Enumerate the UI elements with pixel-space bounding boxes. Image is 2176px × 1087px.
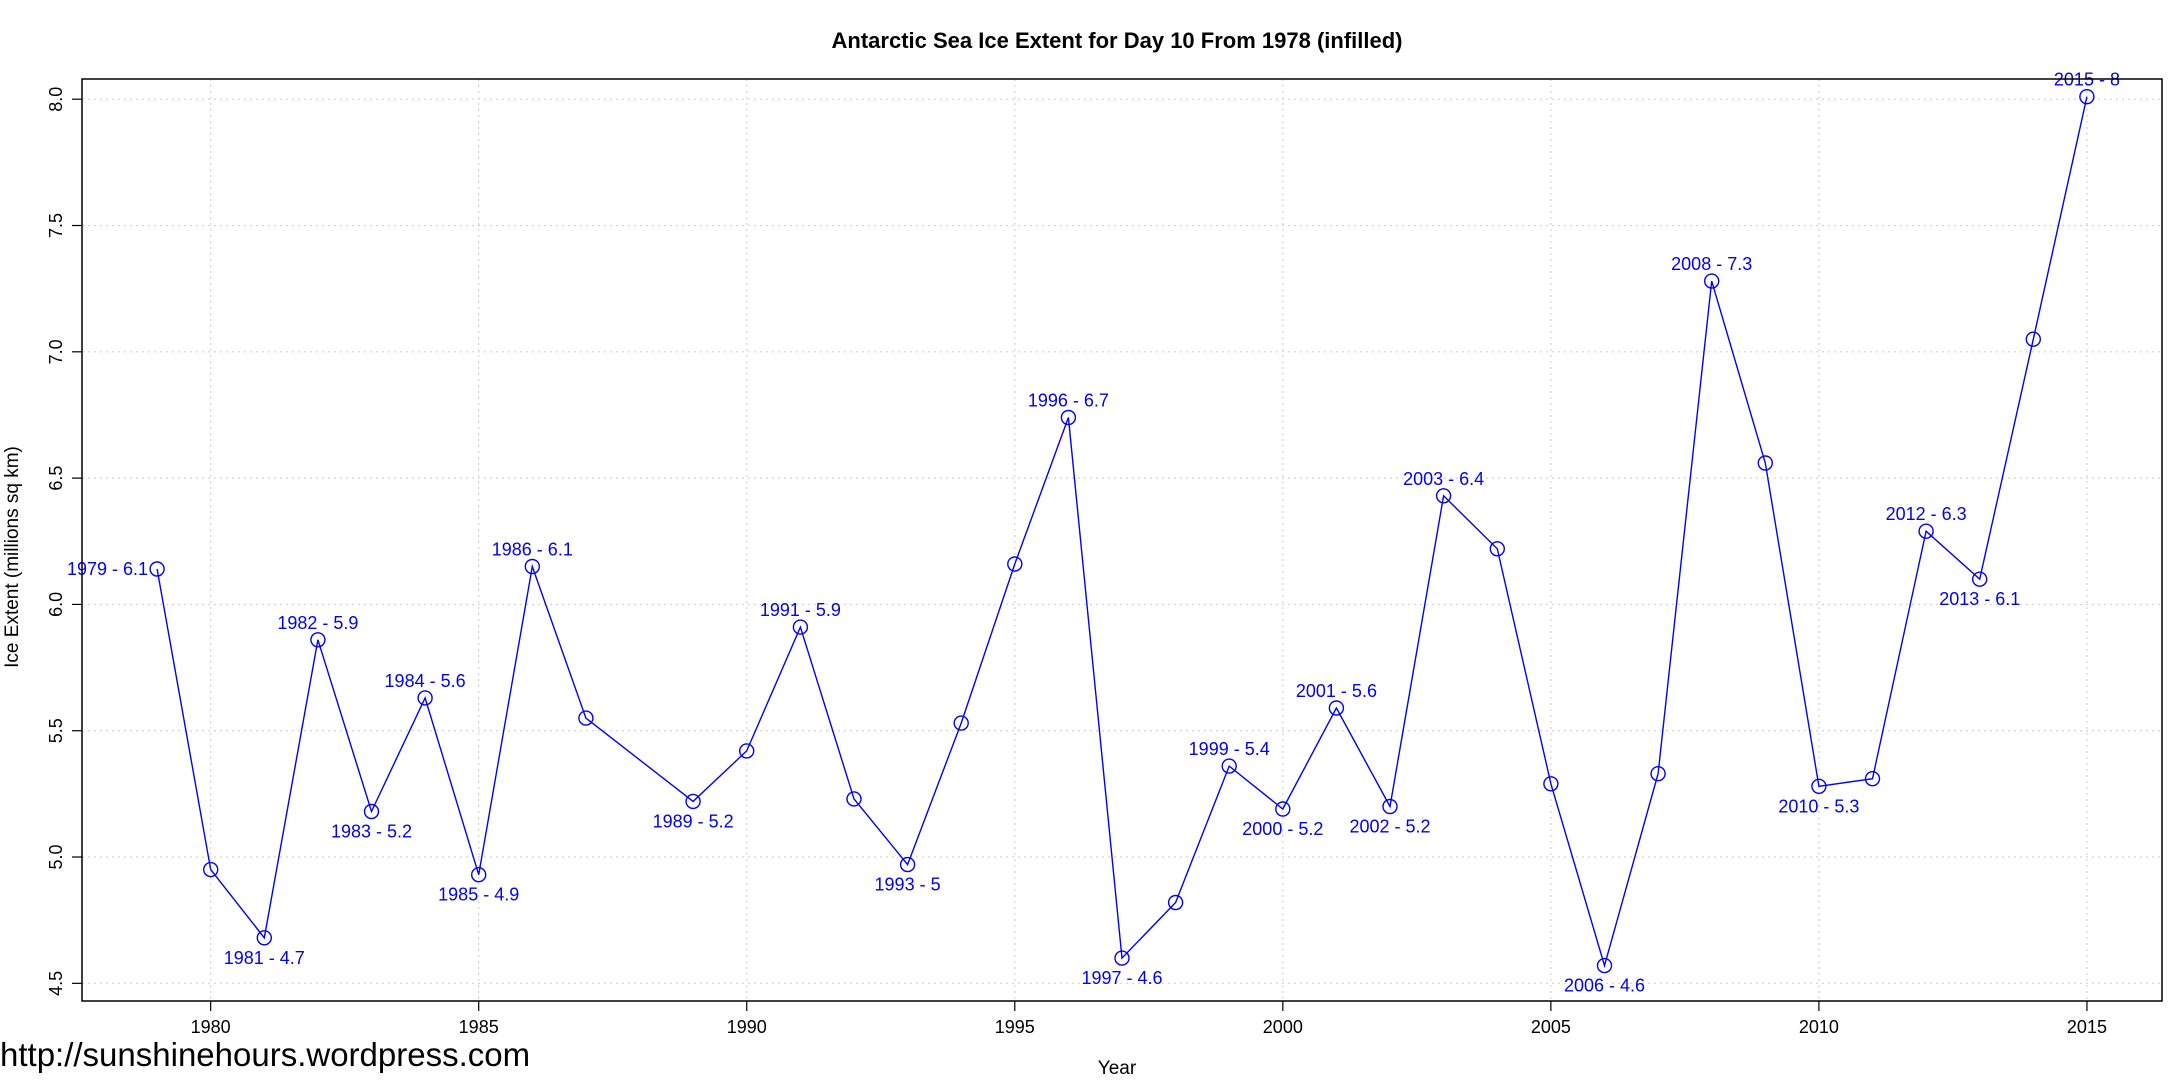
x-tick-label: 1995 xyxy=(995,1017,1035,1037)
data-point xyxy=(1757,455,1774,471)
point-label: 2013 - 6.1 xyxy=(1939,589,2020,609)
point-label: 1986 - 6.1 xyxy=(492,540,573,560)
data-point xyxy=(1918,523,1934,539)
y-tick-label: 5.0 xyxy=(46,845,66,870)
point-label: 1984 - 5.6 xyxy=(385,671,466,691)
data-point xyxy=(471,867,487,883)
x-tick-label: 2010 xyxy=(1799,1017,1839,1037)
data-point xyxy=(1060,409,1077,426)
data-point xyxy=(1811,778,1827,794)
y-tick-label: 6.5 xyxy=(46,466,66,491)
data-series xyxy=(149,88,2095,974)
x-tick-label: 1980 xyxy=(191,1017,231,1037)
watermark-url: http://sunshinehours.wordpress.com xyxy=(0,1036,531,1073)
point-label: 2001 - 5.6 xyxy=(1296,681,1377,701)
x-tick-label: 2005 xyxy=(1531,1017,1571,1037)
data-point xyxy=(1221,758,1237,774)
data-point xyxy=(1007,556,1023,572)
data-point xyxy=(1703,273,1720,289)
x-tick-label: 1985 xyxy=(459,1017,499,1037)
data-point xyxy=(953,715,969,731)
data-point xyxy=(1543,776,1559,792)
data-point xyxy=(1489,541,1506,557)
y-axis-label: Ice Extent (millions sq km) xyxy=(2,446,23,668)
data-point xyxy=(256,930,272,946)
data-point xyxy=(578,710,594,726)
point-label: 1981 - 4.7 xyxy=(224,948,305,968)
data-point xyxy=(1382,798,1398,815)
data-point xyxy=(792,619,809,635)
data-point xyxy=(1435,488,1452,504)
x-axis-label: Year xyxy=(1098,1058,1137,1079)
data-point xyxy=(202,861,219,878)
data-point xyxy=(899,856,916,873)
point-label: 2010 - 5.3 xyxy=(1778,796,1859,816)
data-point xyxy=(417,690,433,706)
point-label: 2002 - 5.2 xyxy=(1350,816,1431,836)
grid-lines xyxy=(82,79,2162,1001)
x-tick-label: 1990 xyxy=(727,1017,767,1037)
data-point xyxy=(1275,801,1291,817)
data-point xyxy=(524,558,540,575)
data-point xyxy=(310,632,326,648)
data-point xyxy=(363,803,380,820)
point-label: 2003 - 6.4 xyxy=(1403,469,1484,489)
series-line xyxy=(156,96,2088,969)
point-label: 1989 - 5.2 xyxy=(653,811,734,831)
data-point xyxy=(739,743,755,759)
point-label: 1979 - 6.1 xyxy=(67,559,148,579)
data-point xyxy=(1167,894,1184,911)
y-tick-label: 7.0 xyxy=(46,339,66,364)
point-labels: 1979 - 6.1 1981 - 4.7 1982 - 5.9 1983 - 5.2… xyxy=(67,70,2120,996)
point-label: 2006 - 4.6 xyxy=(1564,976,1645,996)
data-point xyxy=(846,791,862,807)
x-tick-label: 2015 xyxy=(2067,1017,2107,1037)
axis-ticks: 1980 1985 1990 1995 2000 2005 2010 2015 4.5 5.0 5.… xyxy=(46,87,2107,1037)
point-label: 2000 - 5.2 xyxy=(1242,819,1323,839)
data-point xyxy=(149,561,165,577)
point-label: 2012 - 6.3 xyxy=(1886,504,1967,524)
chart-title: Antarctic Sea Ice Extent for Day 10 From… xyxy=(832,28,1403,53)
point-label: 1993 - 5 xyxy=(875,875,941,895)
point-label: 1996 - 6.7 xyxy=(1028,390,1109,410)
y-tick-label: 6.0 xyxy=(46,592,66,617)
y-tick-label: 7.5 xyxy=(46,213,66,238)
data-point xyxy=(2025,331,2042,347)
point-label: 1983 - 5.2 xyxy=(331,822,412,842)
y-tick-label: 5.5 xyxy=(46,718,66,743)
data-point xyxy=(1328,700,1345,716)
x-tick-label: 2000 xyxy=(1263,1017,1303,1037)
plot-frame xyxy=(81,78,2163,1002)
point-label: 1999 - 5.4 xyxy=(1189,739,1270,759)
point-label: 1985 - 4.9 xyxy=(438,885,519,905)
point-label: 1991 - 5.9 xyxy=(760,600,841,620)
point-label: 1997 - 4.6 xyxy=(1081,968,1162,988)
data-point xyxy=(1596,957,1613,974)
data-point xyxy=(1114,950,1130,966)
y-tick-label: 4.5 xyxy=(46,971,66,996)
y-tick-label: 8.0 xyxy=(46,87,66,112)
point-label: 2008 - 7.3 xyxy=(1671,254,1752,274)
point-label: 1982 - 5.9 xyxy=(277,613,358,633)
data-point xyxy=(1650,766,1666,782)
data-point xyxy=(1971,571,1988,587)
data-point xyxy=(2079,88,2095,105)
data-point xyxy=(1864,771,1881,787)
data-point xyxy=(685,793,701,810)
